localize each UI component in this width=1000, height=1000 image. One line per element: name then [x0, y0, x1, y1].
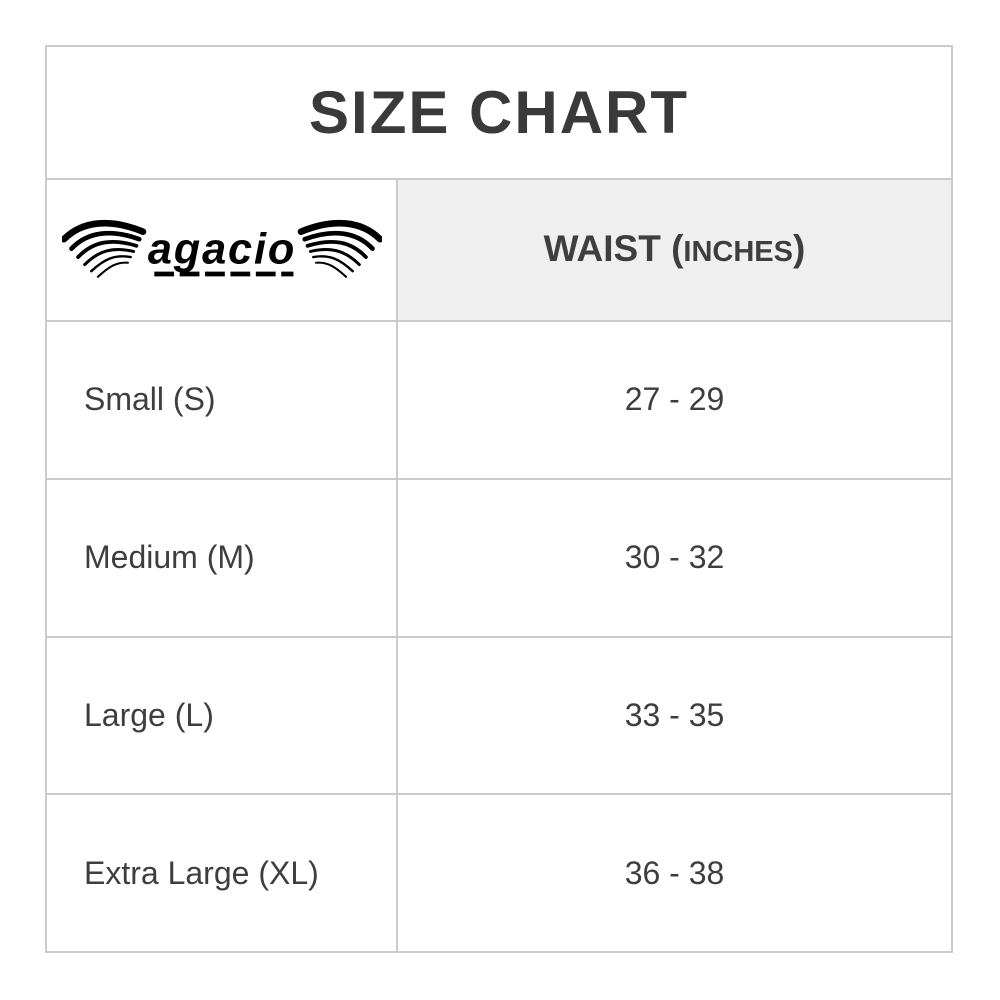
waist-value: 33 - 35	[398, 637, 951, 794]
brand-logo-cell: agacio	[47, 180, 398, 320]
title-row: SIZE CHART	[47, 47, 951, 180]
size-label: Large (L)	[47, 637, 398, 794]
waist-value: 30 - 32	[398, 479, 951, 636]
waist-header-cell: WAIST (INCHES)	[398, 180, 951, 320]
table-row: Small (S) 27 - 29	[47, 322, 951, 480]
right-wing-icon	[301, 223, 380, 277]
waist-value: 27 - 29	[398, 322, 951, 478]
header-row: agacio WAIST (INCHES)	[47, 180, 951, 322]
brand-wordmark: agacio	[147, 225, 295, 273]
size-label: Small (S)	[47, 322, 398, 478]
left-wing-icon	[61, 219, 146, 278]
size-chart-table: SIZE CHART agacio WAIST (INCHES)	[45, 45, 953, 953]
table-row: Large (L) 33 - 35	[47, 637, 951, 796]
waist-header-label-suffix: )	[793, 228, 806, 269]
table-row: Extra Large (XL) 36 - 38	[47, 795, 951, 951]
size-label: Extra Large (XL)	[47, 795, 398, 951]
page-title: SIZE CHART	[309, 79, 689, 146]
waist-header-label-unit: INCHES	[683, 236, 793, 268]
size-label: Medium (M)	[47, 479, 398, 636]
brand-logo: agacio	[61, 211, 382, 290]
waist-value: 36 - 38	[398, 795, 951, 951]
table-row: Medium (M) 30 - 32	[47, 479, 951, 638]
waist-header-label-prefix: WAIST (	[543, 228, 684, 269]
